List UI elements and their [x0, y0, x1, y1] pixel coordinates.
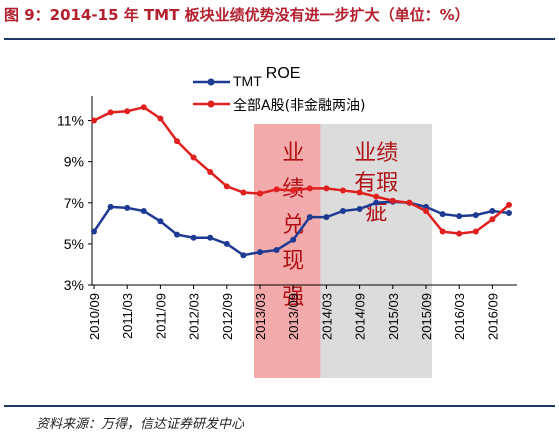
- data-point: [489, 216, 496, 223]
- data-point: [506, 210, 512, 217]
- data-point: [472, 212, 479, 219]
- data-point: [489, 208, 496, 214]
- series-line-1: [92, 200, 510, 257]
- data-point: [340, 208, 346, 214]
- region-annotation-line: 兑: [282, 213, 304, 238]
- legend-swatch-marker: [207, 100, 215, 108]
- x-tick-label: 2011/09: [153, 293, 168, 339]
- source-rule: [4, 405, 555, 407]
- data-point: [423, 203, 429, 210]
- x-tick-label: 2013/03: [253, 293, 268, 340]
- x-tick-label: 2015/03: [386, 293, 401, 340]
- data-point: [107, 203, 114, 210]
- data-point: [389, 197, 396, 204]
- data-point: [174, 138, 180, 145]
- data-point: [456, 213, 463, 220]
- data-point: [190, 154, 197, 161]
- region-annotation-line: 疵: [365, 201, 387, 226]
- data-point: [240, 189, 247, 196]
- data-point: [340, 187, 346, 194]
- x-tick-label: 2016/03: [452, 293, 467, 340]
- x-tick-label: 2012/03: [187, 293, 202, 340]
- x-tick-label: 2011/03: [120, 293, 135, 339]
- data-point: [257, 249, 263, 256]
- y-tick-label: 7%: [64, 195, 84, 211]
- y-tick-label: 9%: [64, 154, 84, 170]
- data-point: [223, 183, 230, 190]
- data-point: [406, 199, 413, 206]
- title-rule: [4, 38, 555, 40]
- data-point: [456, 230, 463, 237]
- y-tick-label: 5%: [64, 236, 84, 252]
- data-point: [472, 228, 479, 235]
- x-tick-label: 2014/09: [353, 293, 368, 340]
- data-point: [306, 214, 313, 221]
- data-point: [190, 234, 197, 241]
- region-annotation-line: 现: [282, 249, 304, 274]
- data-point: [373, 199, 380, 206]
- data-point: [207, 168, 214, 175]
- figure-title: 图 9：2014-15 年 TMT 板块业绩优势没有进一步扩大（单位：%）: [4, 6, 470, 24]
- data-point: [91, 228, 97, 235]
- legend-swatch-marker: [207, 78, 215, 86]
- x-tick-label: 2016/09: [485, 293, 500, 340]
- region-annotation-line: 强: [282, 285, 304, 310]
- series-line-2: [93, 105, 510, 235]
- data-point: [290, 236, 297, 243]
- y-tick-label: 3%: [64, 277, 84, 293]
- x-tick-label: 2014/03: [319, 293, 334, 340]
- data-point: [157, 115, 164, 122]
- data-point: [306, 185, 313, 192]
- data-point: [506, 201, 512, 208]
- data-point: [207, 234, 214, 241]
- data-point: [257, 190, 263, 197]
- data-point: [356, 205, 363, 212]
- data-point: [439, 228, 446, 235]
- data-point: [140, 208, 147, 214]
- data-point: [323, 185, 330, 192]
- data-point: [290, 187, 297, 194]
- data-point: [157, 218, 164, 225]
- data-point: [240, 252, 247, 259]
- data-point: [323, 214, 330, 221]
- source-note: 资料来源：万得，信达证券研发中心: [36, 417, 245, 432]
- x-tick-label: 2010/09: [87, 293, 102, 340]
- x-tick-label: 2013/09: [286, 293, 301, 340]
- data-point: [124, 108, 131, 115]
- x-tick-label: 2012/09: [220, 293, 235, 340]
- data-point: [423, 208, 429, 214]
- data-point: [223, 240, 230, 247]
- x-tick-label: 2015/09: [419, 293, 434, 340]
- data-point: [107, 109, 114, 116]
- region-annotation-line: 业: [282, 141, 304, 166]
- data-point: [140, 104, 147, 111]
- data-point: [356, 189, 363, 196]
- data-point: [174, 231, 180, 238]
- region-annotation-line: 业绩: [354, 141, 398, 166]
- data-point: [373, 193, 380, 200]
- legend-label: TMT ROE: [233, 65, 300, 89]
- shaded-region-2: [320, 124, 432, 378]
- data-point: [273, 186, 280, 193]
- data-point: [91, 117, 97, 124]
- y-tick-label: 11%: [57, 113, 84, 129]
- legend-label: 全部A股(非金融两油): [233, 97, 366, 114]
- data-point: [124, 204, 131, 211]
- data-point: [273, 247, 280, 254]
- data-point: [439, 211, 446, 218]
